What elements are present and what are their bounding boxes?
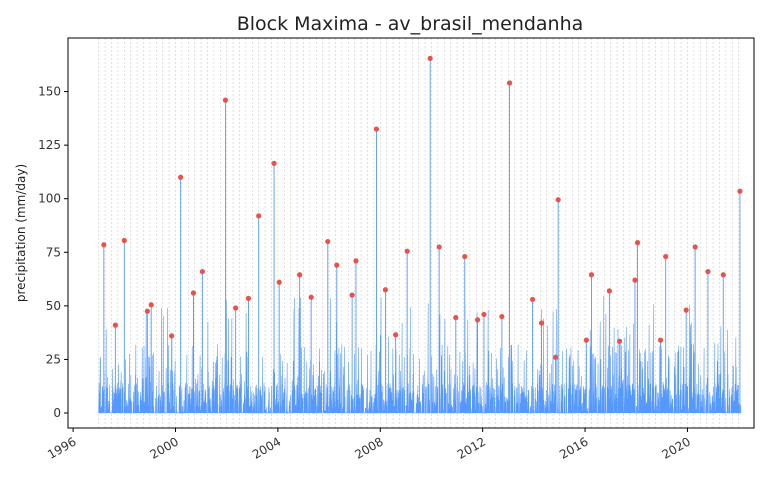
block-maximum-point [683,307,689,313]
y-tick-label: 0 [53,406,61,420]
block-maximum-point [474,317,481,323]
block-maximum-point [334,262,340,268]
block-maximum-point [276,279,282,285]
block-maximum-point [148,302,154,308]
block-maximum-point [308,294,314,300]
y-axis-label: precipitation (mm/day) [14,164,28,302]
block-maximum-point [617,338,623,344]
block-maximum-point [506,80,513,86]
block-maximum-point [606,288,612,294]
x-tick-label: 2020 [659,434,692,461]
block-maximum-point [297,272,303,278]
block-maximum-point [462,253,468,260]
block-maximum-point [632,277,638,283]
block-maximum-point [353,258,359,264]
block-maximum-point [144,308,150,314]
block-maximum-point [663,253,669,260]
x-tick-label: 1996 [45,434,78,461]
y-tick-label: 150 [38,85,61,99]
plot-border [67,37,755,429]
x-tick-label: 2016 [557,434,590,461]
block-maximum-point [222,97,229,103]
block-maximum-point [737,188,743,194]
x-tick-label: 2008 [352,434,385,461]
block-maximum-point [271,160,277,166]
block-maximum-point [393,332,399,338]
block-maximum-point [101,242,107,248]
block-maximum-point [538,320,545,326]
block-maximum-point [436,244,442,250]
block-maximum-point [349,292,355,298]
block-maximum-point [583,337,589,343]
block-maximum-point [692,244,698,250]
chart-title: Block Maxima - av_brasil_mendanha [237,13,584,35]
y-tick-label: 50 [46,299,61,313]
block-maxima-points [101,55,743,360]
block-maximum-point [404,248,410,254]
block-maximum-point [555,197,561,203]
block-maximum-point [382,287,389,293]
block-maximum-point [705,268,711,275]
block-maximum-point [427,55,433,61]
block-maximum-point [481,311,487,318]
y-tick-label: 25 [46,352,61,366]
block-maximum-point [720,272,726,278]
x-tick-label: 2000 [148,434,181,461]
block-maximum-point [112,322,118,328]
block-maximum-point [190,290,197,296]
block-maximum-point [634,240,641,246]
block-maximum-point [121,237,127,244]
y-tick-label: 100 [38,192,61,206]
block-maximum-point [245,295,252,301]
x-tick-label: 2012 [455,434,488,461]
block-maximum-point [499,313,505,320]
block-maximum-point [373,126,380,132]
block-maximum-point [233,305,239,311]
block-maximum-point [199,268,205,275]
y-tick-label: 75 [46,245,61,259]
block-maximum-point [657,337,664,343]
block-maximum-point [553,354,559,360]
grid-lines [98,38,739,428]
x-tick-label: 2004 [250,434,283,461]
block-maximum-point [256,213,262,219]
block-maximum-point [453,315,459,321]
block-maximum-point [325,238,331,245]
y-axis: 0 25 50 75 100 125 150 [38,85,68,420]
block-maximum-point [529,296,536,303]
daily-precipitation-series [98,58,742,415]
block-maximum-point [588,272,595,278]
x-axis: 1996 2000 2004 2008 2012 2016 2020 [45,428,693,462]
daily-precipitation-line [98,295,742,415]
block-maximum-point [178,174,184,180]
block-maximum-point [169,333,175,339]
y-tick-label: 125 [38,138,61,152]
